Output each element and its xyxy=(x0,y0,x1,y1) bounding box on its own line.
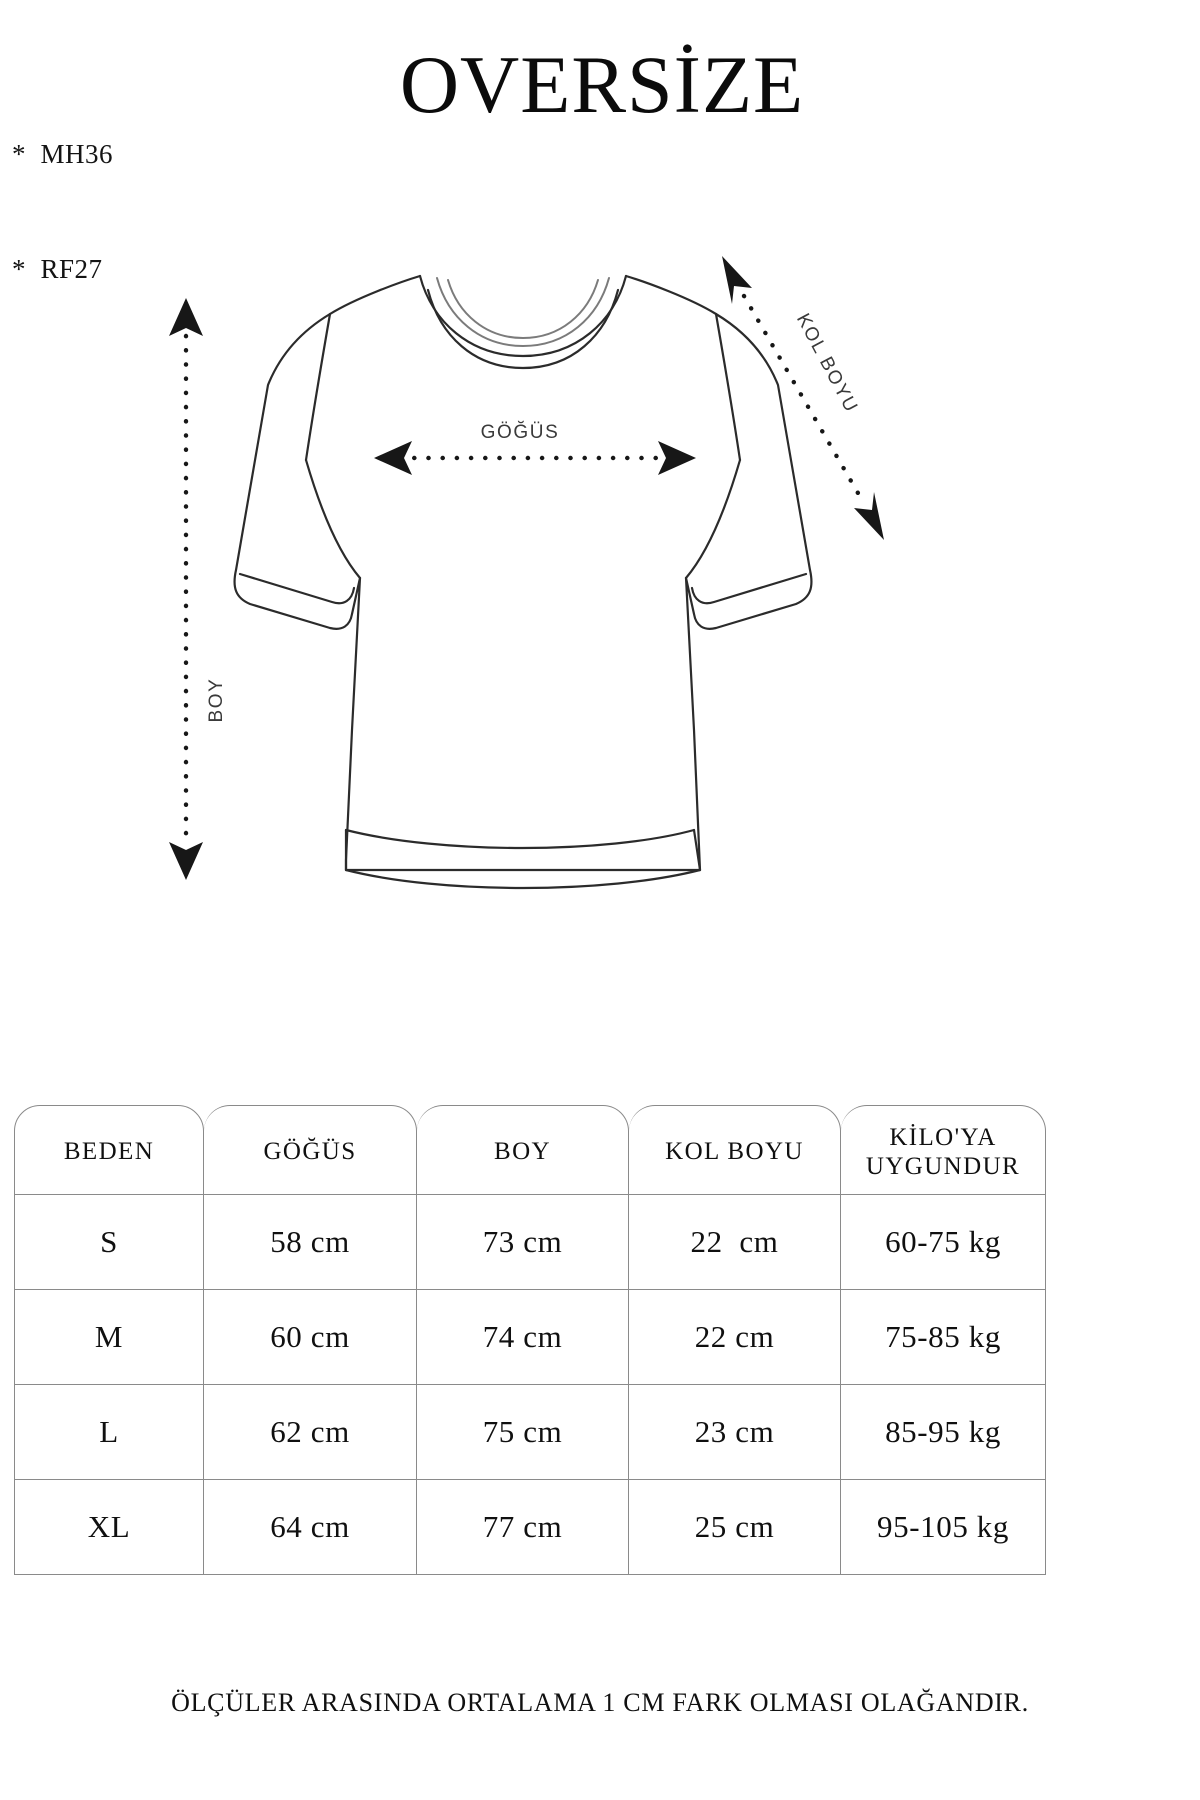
cell-kol-boyu: 22 cm xyxy=(629,1195,841,1290)
cell-gogus: 64 cm xyxy=(204,1480,417,1575)
cell-beden: L xyxy=(14,1385,204,1480)
product-code-1: * MH36 xyxy=(12,138,114,169)
cell-kilo: 75-85 kg xyxy=(841,1290,1046,1385)
cell-kilo: 95-105 kg xyxy=(841,1480,1046,1575)
cell-beden: XL xyxy=(14,1480,204,1575)
sleeve-label: KOL BOYU xyxy=(792,310,862,416)
table-row: L 62 cm 75 cm 23 cm 85-95 kg xyxy=(14,1385,1046,1480)
tshirt-technical-drawing xyxy=(233,274,813,890)
cell-gogus: 58 cm xyxy=(204,1195,417,1290)
cell-beden: M xyxy=(14,1290,204,1385)
table-header-kilo: KİLO'YA UYGUNDUR xyxy=(841,1105,1046,1195)
cell-boy: 75 cm xyxy=(417,1385,629,1480)
footer-note: ÖLÇÜLER ARASINDA ORTALAMA 1 CM FARK OLMA… xyxy=(171,1688,1029,1717)
cell-gogus: 62 cm xyxy=(204,1385,417,1480)
size-table: BEDEN GÖĞÜS BOY KOL BOYU KİLO'YA UYGUNDU… xyxy=(14,1105,1046,1575)
cell-boy: 73 cm xyxy=(417,1195,629,1290)
cell-gogus: 60 cm xyxy=(204,1290,417,1385)
table-header-beden: BEDEN xyxy=(14,1105,204,1195)
length-label: BOY xyxy=(206,678,227,723)
header: * MH36 * RF27 OVERSİZE xyxy=(0,0,1200,284)
sleeve-dimension-arrow xyxy=(722,256,884,540)
cell-boy: 77 cm xyxy=(417,1480,629,1575)
cell-kol-boyu: 25 cm xyxy=(629,1480,841,1575)
cell-kilo: 60-75 kg xyxy=(841,1195,1046,1290)
chest-label: GÖĞÜS xyxy=(481,421,560,443)
cell-boy: 74 cm xyxy=(417,1290,629,1385)
table-row: XL 64 cm 77 cm 25 cm 95-105 kg xyxy=(14,1480,1046,1575)
table-header-kol-boyu: KOL BOYU xyxy=(629,1105,841,1195)
table-header-gogus: GÖĞÜS xyxy=(204,1105,417,1195)
cell-kol-boyu: 22 cm xyxy=(629,1290,841,1385)
page-title: OVERSİZE xyxy=(399,39,805,130)
chest-dimension-arrow xyxy=(374,441,696,475)
product-code-2: * RF27 xyxy=(12,253,103,284)
cell-kol-boyu: 23 cm xyxy=(629,1385,841,1480)
table-header-row: BEDEN GÖĞÜS BOY KOL BOYU KİLO'YA UYGUNDU… xyxy=(14,1105,1046,1195)
cell-kilo: 85-95 kg xyxy=(841,1385,1046,1480)
cell-beden: S xyxy=(14,1195,204,1290)
size-table-container: BEDEN GÖĞÜS BOY KOL BOYU KİLO'YA UYGUNDU… xyxy=(14,1105,1046,1575)
table-header-kilo-line2: UYGUNDUR xyxy=(865,1153,1021,1180)
table-header-boy: BOY xyxy=(417,1105,629,1195)
table-header-kilo-line1: KİLO'YA xyxy=(889,1123,997,1151)
length-dimension-arrow xyxy=(169,298,203,880)
table-row: S 58 cm 73 cm 22 cm 60-75 kg xyxy=(14,1195,1046,1290)
tshirt-diagram: GÖĞÜS BOY KOL BOYU xyxy=(0,170,1200,960)
table-row: M 60 cm 74 cm 22 cm 75-85 kg xyxy=(14,1290,1046,1385)
product-codes: * MH36 * RF27 xyxy=(12,58,113,365)
